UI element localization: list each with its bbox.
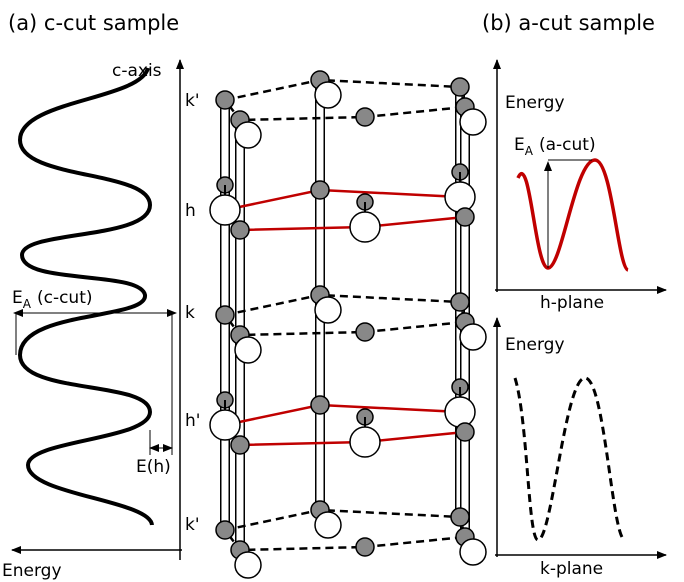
- atom: [209, 194, 241, 226]
- subscript: A: [23, 297, 32, 311]
- layer-outline: [222, 293, 467, 337]
- atom: [234, 551, 262, 579]
- layer-outline: [222, 403, 467, 447]
- x-axis-label: h-plane: [540, 293, 604, 313]
- x-axis-label: k-plane: [540, 559, 603, 579]
- atom: [450, 292, 470, 312]
- atom: [234, 121, 262, 149]
- symbol: E: [12, 288, 23, 308]
- atom: [455, 207, 475, 227]
- x-axis-label: Energy: [2, 561, 62, 581]
- atom: [355, 537, 375, 557]
- atom: [234, 336, 262, 364]
- step-label: E(h): [136, 457, 171, 477]
- atom: [314, 81, 342, 109]
- layer-outline: [222, 508, 467, 552]
- layer-outline: [222, 78, 467, 122]
- y-axis-label: Energy: [505, 93, 565, 113]
- y-axis-label: Energy: [505, 335, 565, 355]
- layer-label: k': [185, 515, 200, 535]
- atom: [455, 422, 475, 442]
- panel-b-title: (b) a-cut sample: [482, 11, 655, 35]
- atom: [349, 426, 381, 458]
- layer-outline: [222, 188, 467, 232]
- atom: [314, 296, 342, 324]
- atom: [215, 90, 235, 110]
- atom: [230, 220, 250, 240]
- atom: [215, 305, 235, 325]
- atom: [450, 507, 470, 527]
- suffix: (c-cut): [37, 288, 93, 308]
- atom: [314, 511, 342, 539]
- atom: [209, 409, 241, 441]
- energy-curve: [516, 158, 630, 272]
- layer-label: h: [185, 201, 196, 221]
- atom: [310, 395, 330, 415]
- c-axis-label: c-axis: [112, 61, 162, 81]
- atom: [230, 435, 250, 455]
- atom: [459, 108, 487, 136]
- barrier-label: EA (a-cut): [514, 135, 596, 158]
- subscript: A: [525, 144, 534, 158]
- atom: [450, 77, 470, 97]
- atom: [349, 211, 381, 243]
- panel-a-title: (a) c-cut sample: [8, 11, 179, 35]
- atom: [459, 323, 487, 351]
- atom: [355, 107, 375, 127]
- layer-label: k': [185, 91, 200, 111]
- energy-curve: [17, 67, 154, 526]
- crystal-lattice: [209, 70, 487, 579]
- suffix: (a-cut): [539, 135, 596, 155]
- barrier-label: EA (c-cut): [12, 288, 93, 311]
- layer-label: h': [185, 411, 200, 431]
- layer-label: k: [185, 303, 195, 323]
- atom: [355, 322, 375, 342]
- atom: [444, 396, 476, 428]
- atom: [215, 520, 235, 540]
- atom: [310, 180, 330, 200]
- energy-curve: [513, 376, 627, 542]
- atom: [459, 538, 487, 566]
- symbol: E: [514, 135, 525, 155]
- atom: [444, 181, 476, 213]
